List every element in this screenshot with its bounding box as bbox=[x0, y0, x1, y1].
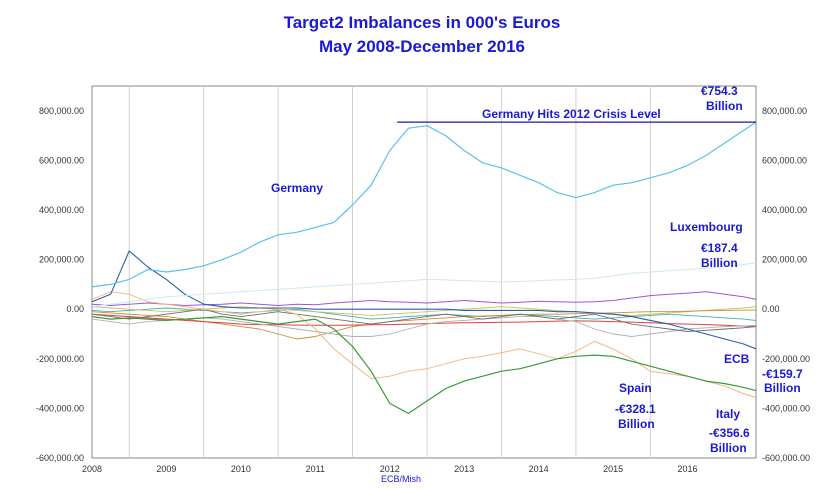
y-tick-label-right: 400,000.00 bbox=[762, 205, 807, 215]
y-tick-label-left: 200,000.00 bbox=[39, 255, 84, 265]
y-tick-label-right: 200,000.00 bbox=[762, 255, 807, 265]
y-tick-label-left: -200,000.00 bbox=[36, 354, 84, 364]
series-line-ecb bbox=[91, 250, 757, 350]
y-tick-label-right: 0.00 bbox=[762, 304, 780, 314]
crisis-level-label: Germany Hits 2012 Crisis Level bbox=[482, 107, 661, 121]
y-tick-label-left: 800,000.00 bbox=[39, 106, 84, 116]
chart-subtitle: May 2008-December 2016 bbox=[319, 37, 525, 56]
y-axis-ticks: 800,000.00 800,000.00 600,000.00 600,000.00… bbox=[36, 106, 810, 463]
x-tick-label: 2014 bbox=[529, 464, 549, 474]
spain-value-unit: Billion bbox=[618, 417, 655, 431]
series-line-austria bbox=[91, 307, 757, 321]
spain-value: -€328.1 bbox=[615, 402, 656, 416]
spain-label: Spain bbox=[619, 381, 652, 395]
annotations: Germany Germany Hits 2012 Crisis Level €… bbox=[271, 84, 803, 484]
germany-value: €754.3 bbox=[701, 84, 738, 98]
series-group bbox=[91, 121, 757, 414]
x-axis-ticks: 2008 2009 2010 2011 2012 2013 2014 2015 2016 bbox=[82, 464, 698, 474]
italy-value-unit: Billion bbox=[710, 441, 747, 455]
ecb-value: -€159.7 bbox=[762, 367, 803, 381]
y-tick-label-right: 800,000.00 bbox=[762, 106, 807, 116]
y-tick-label-left: -400,000.00 bbox=[36, 403, 84, 413]
x-tick-label: 2009 bbox=[156, 464, 176, 474]
y-tick-label-right: -200,000.00 bbox=[762, 354, 810, 364]
ecb-label: ECB bbox=[724, 352, 750, 366]
source-label: ECB/Mish bbox=[381, 474, 421, 484]
series-line-luxembourg bbox=[91, 262, 757, 308]
x-tick-label: 2011 bbox=[306, 464, 325, 474]
italy-value: -€356.6 bbox=[709, 426, 750, 440]
germany-label: Germany bbox=[271, 181, 323, 195]
y-tick-label-left: 0.00 bbox=[66, 304, 84, 314]
x-tick-label: 2015 bbox=[603, 464, 623, 474]
y-tick-label-right: -600,000.00 bbox=[762, 453, 810, 463]
x-tick-label: 2016 bbox=[677, 464, 697, 474]
ecb-value-unit: Billion bbox=[764, 381, 801, 395]
luxembourg-value-unit: Billion bbox=[701, 256, 738, 270]
x-tick-label: 2010 bbox=[231, 464, 251, 474]
series-line-portugal bbox=[91, 313, 757, 328]
series-line-germany bbox=[91, 121, 757, 288]
plot-area bbox=[91, 85, 757, 459]
y-tick-label-left: -600,000.00 bbox=[36, 453, 84, 463]
italy-label: Italy bbox=[716, 407, 740, 421]
y-tick-label-left: 400,000.00 bbox=[39, 205, 84, 215]
series-line-spain bbox=[91, 316, 757, 414]
y-tick-label-left: 600,000.00 bbox=[39, 155, 84, 165]
y-tick-label-right: 600,000.00 bbox=[762, 155, 807, 165]
series-line-italy bbox=[91, 291, 757, 399]
chart-title: Target2 Imbalances in 000's Euros bbox=[284, 13, 561, 32]
germany-value-unit: Billion bbox=[706, 99, 743, 113]
series-line-netherlands bbox=[91, 291, 757, 306]
luxembourg-label: Luxembourg bbox=[670, 220, 743, 234]
x-tick-label: 2013 bbox=[454, 464, 474, 474]
y-tick-label-right: -400,000.00 bbox=[762, 403, 810, 413]
x-tick-label: 2008 bbox=[82, 464, 102, 474]
luxembourg-value: €187.4 bbox=[701, 241, 738, 255]
x-tick-label: 2012 bbox=[380, 464, 400, 474]
